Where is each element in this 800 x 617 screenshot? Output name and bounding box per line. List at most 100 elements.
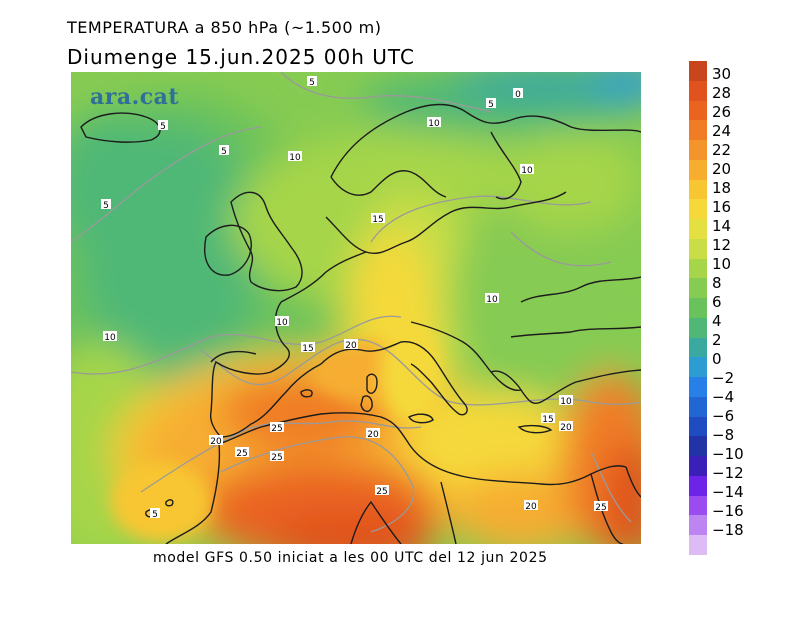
color-scale-swatch: [689, 396, 707, 418]
svg-text:10: 10: [521, 166, 533, 176]
color-scale-swatch: [689, 61, 707, 82]
color-scale-label: 22: [712, 141, 732, 159]
isotherm-lines: [71, 72, 641, 533]
contour-label: 5: [101, 199, 111, 211]
contour-label: 15: [541, 413, 555, 425]
color-scale-bar: [689, 61, 707, 556]
color-scale-swatch: [689, 337, 707, 358]
svg-text:10: 10: [560, 397, 572, 407]
color-scale-label: −12: [712, 464, 744, 482]
color-scale-swatch: [689, 515, 707, 536]
svg-text:25: 25: [376, 487, 387, 497]
color-scale-label: 18: [712, 179, 732, 197]
contour-label: 10: [103, 331, 117, 343]
contour-label: 10: [520, 164, 534, 176]
contour-label: 5: [219, 145, 229, 157]
svg-text:25: 25: [595, 503, 606, 513]
color-scale-label: 8: [712, 274, 722, 292]
svg-text:10: 10: [289, 153, 301, 163]
color-scale-swatch: [689, 159, 707, 181]
color-scale-label: 24: [712, 122, 732, 140]
color-scale-label: −6: [712, 407, 735, 425]
color-scale-label: 26: [712, 103, 732, 121]
svg-text:5: 5: [160, 122, 166, 132]
svg-text:25: 25: [271, 453, 282, 463]
coastlines: [80, 103, 641, 544]
color-scale-label: −4: [712, 388, 735, 406]
color-scale-swatch: [689, 100, 707, 121]
map-canvas: 5 0 5 5 10 5 10 10 5 15 10 10 10 15 20 1…: [71, 72, 641, 544]
contour-label: 20: [366, 428, 380, 440]
map-title: TEMPERATURA a 850 hPa (~1.500 m): [67, 18, 382, 37]
svg-text:15: 15: [372, 215, 383, 225]
svg-text:20: 20: [210, 437, 222, 447]
contour-label: 15: [371, 213, 385, 225]
contour-label: 10: [559, 395, 573, 407]
contour-label: 25: [270, 451, 284, 463]
color-scale-swatch: [689, 456, 707, 477]
contour-label: 5: [150, 508, 160, 520]
color-scale-swatch: [689, 298, 707, 319]
contour-label: 20: [344, 339, 358, 351]
color-scale-label: 28: [712, 84, 732, 102]
color-scale-label: −2: [712, 369, 735, 387]
contour-label: 5: [486, 98, 496, 110]
color-scale-swatch: [689, 416, 707, 437]
svg-text:10: 10: [104, 333, 116, 343]
svg-text:20: 20: [345, 341, 357, 351]
svg-text:0: 0: [515, 90, 521, 100]
color-scale-swatch: [689, 495, 707, 516]
contour-label: 5: [307, 76, 317, 88]
contour-label: 25: [235, 447, 249, 459]
svg-text:20: 20: [560, 423, 572, 433]
ara-cat-logo: ara.cat: [90, 84, 180, 110]
color-scale-label: 10: [712, 255, 732, 273]
svg-text:5: 5: [103, 201, 109, 211]
svg-text:5: 5: [221, 147, 227, 157]
contour-label: 15: [301, 342, 315, 354]
svg-text:10: 10: [428, 119, 440, 129]
svg-text:25: 25: [271, 424, 282, 434]
contour-label: 5: [158, 120, 168, 132]
contour-label: 0: [513, 88, 523, 100]
contour-labels: 5 0 5 5 10 5 10 10 5 15 10 10 10 15 20 1…: [101, 76, 608, 520]
temperature-field: [71, 72, 641, 544]
color-scale-swatch: [689, 238, 707, 260]
color-scale-swatch: [689, 317, 707, 339]
color-scale-swatch: [689, 80, 707, 101]
color-scale-swatch: [689, 258, 707, 279]
color-scale-label: 14: [712, 217, 732, 235]
color-scale-label: 2: [712, 331, 722, 349]
svg-text:25: 25: [236, 449, 247, 459]
svg-text:5: 5: [488, 100, 494, 110]
svg-text:5: 5: [309, 78, 315, 88]
color-scale-swatch: [689, 219, 707, 240]
color-scale-swatch: [689, 535, 707, 556]
color-scale-swatch: [689, 377, 707, 398]
color-scale-label: 0: [712, 350, 722, 368]
contour-label: 20: [209, 435, 223, 447]
contour-label: 10: [288, 151, 302, 163]
color-scale-swatch: [689, 199, 707, 220]
contour-label: 20: [524, 500, 538, 512]
svg-text:20: 20: [525, 502, 537, 512]
color-scale-label: 30: [712, 65, 732, 83]
temperature-map: 5 0 5 5 10 5 10 10 5 15 10 10 10 15 20 1…: [71, 72, 641, 544]
contour-label: 10: [427, 117, 441, 129]
svg-text:15: 15: [302, 344, 313, 354]
contour-label: 10: [485, 293, 499, 305]
color-scale-label: −16: [712, 502, 744, 520]
svg-text:10: 10: [276, 318, 288, 328]
contour-label: 25: [375, 485, 389, 497]
color-scale-swatch: [689, 120, 707, 141]
svg-text:10: 10: [486, 295, 498, 305]
contour-label: 25: [594, 501, 608, 513]
color-scale-label: −14: [712, 483, 744, 501]
svg-text:15: 15: [542, 415, 553, 425]
color-scale-swatch: [689, 179, 707, 200]
color-scale-swatch: [689, 140, 707, 161]
map-subtitle: Diumenge 15.jun.2025 00h UTC: [67, 45, 415, 69]
color-scale-label: −10: [712, 445, 744, 463]
contour-label: 10: [275, 316, 289, 328]
color-scale-swatch: [689, 475, 707, 497]
